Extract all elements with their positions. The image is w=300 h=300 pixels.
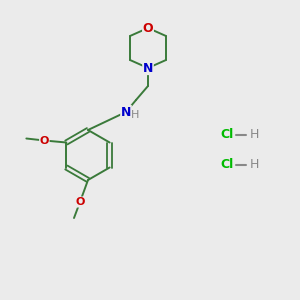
Text: N: N [143, 61, 153, 74]
Text: O: O [40, 136, 49, 146]
Text: H: H [250, 158, 260, 172]
Text: O: O [75, 197, 85, 207]
Text: Cl: Cl [220, 158, 233, 172]
Text: N: N [121, 106, 131, 118]
Text: Cl: Cl [220, 128, 233, 142]
Text: H: H [250, 128, 260, 142]
Text: O: O [143, 22, 153, 34]
Text: H: H [131, 110, 139, 120]
